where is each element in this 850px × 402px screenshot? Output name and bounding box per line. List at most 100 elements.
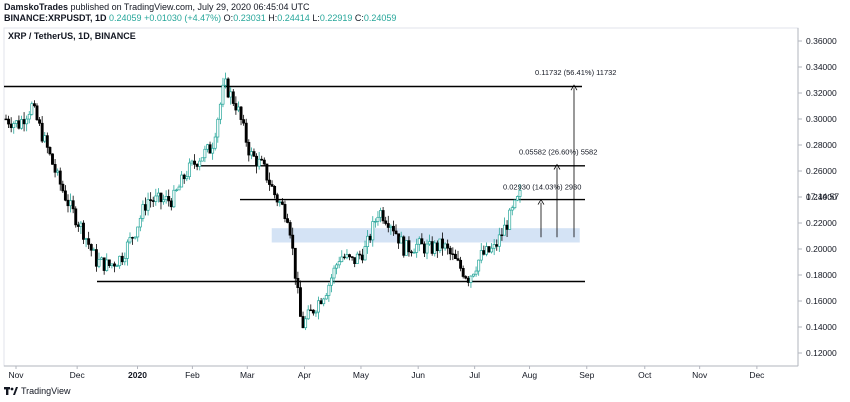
- candle-body[interactable]: [102, 257, 106, 271]
- candle-body[interactable]: [203, 148, 207, 159]
- candle-body[interactable]: [35, 105, 39, 121]
- candle-body[interactable]: [342, 256, 346, 259]
- candle-body[interactable]: [167, 196, 171, 202]
- candle-body[interactable]: [38, 119, 42, 124]
- candle-body[interactable]: [340, 256, 344, 262]
- candle-body[interactable]: [397, 233, 401, 244]
- candle-body[interactable]: [404, 240, 408, 256]
- candle-body[interactable]: [110, 263, 114, 266]
- candle-body[interactable]: [242, 119, 246, 124]
- candle-body[interactable]: [182, 174, 186, 180]
- candle-body[interactable]: [355, 253, 359, 264]
- candle-body[interactable]: [425, 243, 429, 254]
- candle-body[interactable]: [159, 192, 163, 203]
- candle-body[interactable]: [260, 158, 264, 161]
- candle-body[interactable]: [172, 189, 176, 208]
- candle-body[interactable]: [27, 113, 31, 120]
- candle-body[interactable]: [247, 141, 251, 156]
- candle-body[interactable]: [211, 147, 215, 154]
- candle-body[interactable]: [301, 316, 305, 329]
- candle-body[interactable]: [368, 235, 372, 241]
- candle-body[interactable]: [314, 311, 318, 314]
- candle-body[interactable]: [335, 264, 339, 269]
- candle-body[interactable]: [505, 224, 509, 230]
- candle-body[interactable]: [40, 122, 44, 142]
- candle-body[interactable]: [7, 118, 11, 125]
- candle-body[interactable]: [477, 259, 481, 272]
- candle-body[interactable]: [332, 267, 336, 279]
- candle-body[interactable]: [25, 118, 29, 125]
- candle-body[interactable]: [428, 241, 432, 245]
- candle-body[interactable]: [71, 200, 75, 210]
- candle-body[interactable]: [306, 309, 310, 320]
- candle-body[interactable]: [492, 244, 496, 249]
- candle-body[interactable]: [446, 243, 450, 249]
- candle-body[interactable]: [206, 144, 209, 150]
- candle-body[interactable]: [373, 220, 377, 223]
- candle-body[interactable]: [479, 250, 483, 261]
- candle-body[interactable]: [84, 238, 88, 240]
- candle-body[interactable]: [115, 265, 119, 267]
- candle-body[interactable]: [345, 254, 349, 259]
- candle-body[interactable]: [61, 183, 65, 192]
- candle-body[interactable]: [82, 222, 85, 240]
- candle-body[interactable]: [472, 273, 475, 277]
- candle-body[interactable]: [4, 118, 8, 121]
- candle-body[interactable]: [138, 217, 142, 228]
- candle-body[interactable]: [56, 170, 60, 173]
- candle-body[interactable]: [376, 216, 380, 222]
- candle-body[interactable]: [30, 103, 34, 115]
- candle-body[interactable]: [265, 163, 269, 181]
- candle-body[interactable]: [164, 196, 168, 201]
- candle-body[interactable]: [118, 255, 122, 267]
- candle-body[interactable]: [128, 237, 132, 243]
- candle-body[interactable]: [487, 246, 491, 253]
- candle-body[interactable]: [92, 249, 96, 251]
- candle-body[interactable]: [399, 236, 403, 244]
- candle-body[interactable]: [410, 251, 413, 254]
- candle-body[interactable]: [221, 84, 225, 105]
- candle-body[interactable]: [456, 258, 460, 261]
- candle-body[interactable]: [131, 237, 135, 239]
- candle-body[interactable]: [273, 186, 277, 196]
- candle-body[interactable]: [311, 309, 315, 314]
- candle-body[interactable]: [322, 298, 326, 305]
- candle-body[interactable]: [490, 247, 494, 253]
- candle-body[interactable]: [319, 300, 323, 305]
- candle-body[interactable]: [123, 258, 127, 263]
- candle-body[interactable]: [448, 247, 452, 255]
- candle-body[interactable]: [252, 151, 256, 157]
- candle-body[interactable]: [474, 270, 478, 275]
- candle-body[interactable]: [299, 287, 302, 317]
- candle-body[interactable]: [360, 254, 364, 261]
- candle-body[interactable]: [120, 255, 124, 263]
- candle-body[interactable]: [283, 204, 287, 219]
- candle-body[interactable]: [136, 226, 140, 238]
- candle-body[interactable]: [384, 220, 388, 224]
- candle-body[interactable]: [53, 164, 57, 173]
- brand-name[interactable]: TradingView: [21, 386, 71, 396]
- candle-body[interactable]: [288, 222, 292, 236]
- candle-body[interactable]: [239, 106, 243, 120]
- candle-body[interactable]: [113, 263, 116, 267]
- candle-body[interactable]: [270, 184, 274, 187]
- candle-body[interactable]: [162, 199, 166, 203]
- candle-body[interactable]: [97, 259, 101, 267]
- candle-body[interactable]: [257, 158, 261, 167]
- candle-body[interactable]: [500, 234, 504, 237]
- candle-body[interactable]: [156, 192, 160, 197]
- candle-body[interactable]: [149, 199, 153, 201]
- candle-body[interactable]: [45, 135, 49, 148]
- candle-body[interactable]: [185, 176, 189, 180]
- candle-body[interactable]: [20, 119, 23, 129]
- candle-body[interactable]: [275, 194, 279, 203]
- candle-body[interactable]: [358, 253, 362, 256]
- candle-body[interactable]: [100, 257, 104, 260]
- candle-body[interactable]: [296, 277, 300, 288]
- candle-body[interactable]: [386, 223, 390, 228]
- candle-body[interactable]: [433, 242, 437, 254]
- candle-body[interactable]: [48, 147, 52, 155]
- candle-body[interactable]: [348, 254, 351, 258]
- candle-body[interactable]: [503, 224, 506, 236]
- candle-body[interactable]: [381, 210, 385, 222]
